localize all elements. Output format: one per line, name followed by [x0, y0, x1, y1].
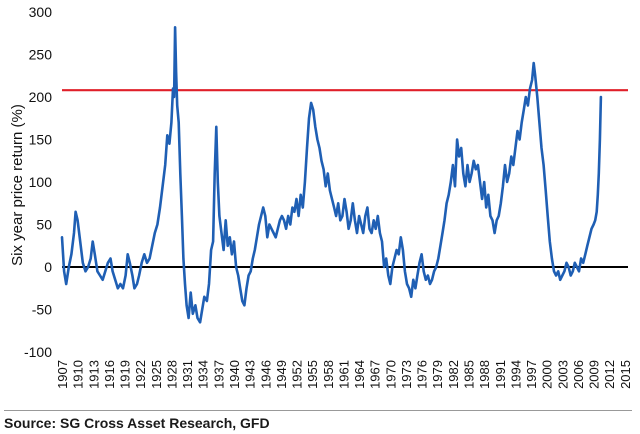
x-tick-label: 2012 — [602, 360, 617, 389]
x-tick-label: 1997 — [524, 360, 539, 389]
x-tick-label: 1937 — [211, 360, 226, 389]
x-tick-label: 1934 — [196, 360, 211, 389]
y-tick-label: -50 — [32, 302, 52, 318]
x-tick-label: 1967 — [368, 360, 383, 389]
x-tick-label: 1985 — [462, 360, 477, 389]
x-tick-label: 2006 — [571, 360, 586, 389]
x-tick-label: 1952 — [290, 360, 305, 389]
x-tick-label: 1916 — [102, 360, 117, 389]
x-tick-label: 1955 — [305, 360, 320, 389]
x-tick-label: 1961 — [336, 360, 351, 389]
series-line — [60, 26, 603, 324]
x-tick-label: 1994 — [508, 360, 523, 389]
x-axis-ticks: 1907 1910 1913 1916 1919 1922 1925 1928 1931 1934… — [55, 360, 633, 389]
x-tick-label: 2003 — [555, 360, 570, 389]
x-tick-label: 1940 — [227, 360, 242, 389]
x-tick-label: 1979 — [430, 360, 445, 389]
x-tick-label: 1976 — [415, 360, 430, 389]
y-tick-label: 250 — [29, 47, 53, 63]
x-tick-label: 1970 — [383, 360, 398, 389]
x-tick-label: 2000 — [540, 360, 555, 389]
y-axis-label: Six year price return (%) — [9, 104, 26, 266]
x-tick-label: 1919 — [118, 360, 133, 389]
y-axis-ticks: 300 250 200 150 100 50 0 -50 -100 — [24, 4, 52, 360]
x-tick-label: 1946 — [258, 360, 273, 389]
reference-lines — [62, 89, 628, 268]
x-tick-label: 1925 — [149, 360, 164, 389]
y-tick-label: 0 — [44, 259, 52, 275]
x-tick-label: 2009 — [587, 360, 602, 389]
x-tick-label: 1931 — [180, 360, 195, 389]
x-tick-label: 1982 — [446, 360, 461, 389]
x-tick-label: 1973 — [399, 360, 414, 389]
x-tick-label: 1910 — [71, 360, 86, 389]
source-note: Source: SG Cross Asset Research, GFD — [4, 415, 270, 431]
x-tick-label: 1949 — [274, 360, 289, 389]
y-tick-label: -100 — [24, 344, 52, 360]
x-tick-label: 1964 — [352, 360, 367, 389]
source-divider — [4, 410, 632, 411]
x-tick-label: 1958 — [321, 360, 336, 389]
x-tick-label: 1928 — [164, 360, 179, 389]
x-tick-label: 2015 — [618, 360, 633, 389]
y-tick-label: 50 — [36, 217, 52, 233]
line-chart: Six year price return (%) 300 250 200 150 10… — [9, 4, 633, 389]
x-tick-label: 1922 — [133, 360, 148, 389]
x-tick-label: 1988 — [477, 360, 492, 389]
x-tick-label: 1991 — [493, 360, 508, 389]
y-tick-label: 300 — [29, 4, 53, 20]
data-series — [60, 26, 603, 324]
y-tick-label: 100 — [29, 174, 53, 190]
y-tick-label: 150 — [29, 132, 53, 148]
x-tick-label: 1907 — [55, 360, 70, 389]
x-tick-label: 1943 — [243, 360, 258, 389]
y-tick-label: 200 — [29, 89, 53, 105]
x-tick-label: 1913 — [86, 360, 101, 389]
